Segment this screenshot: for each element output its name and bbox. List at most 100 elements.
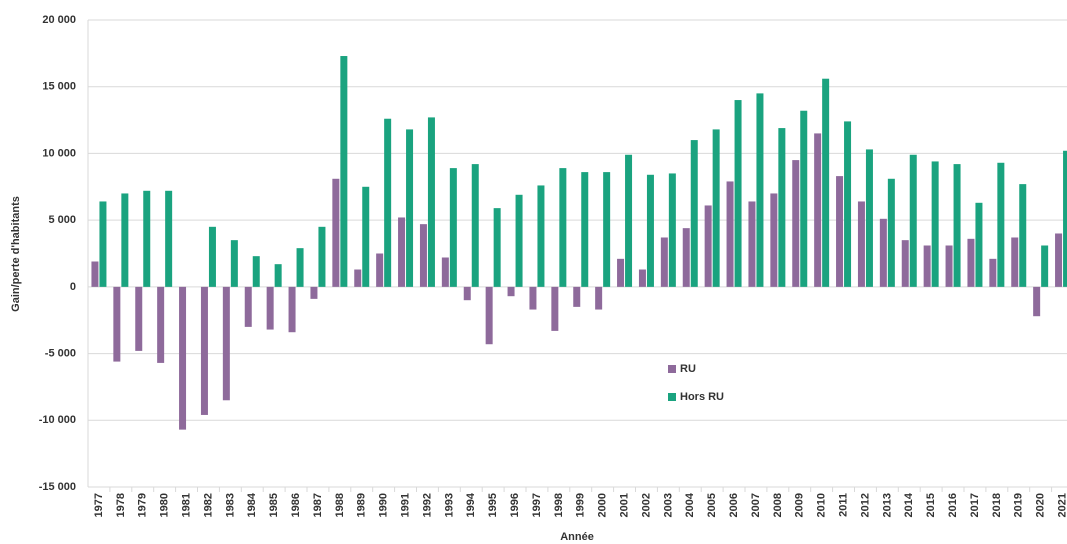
x-tick-label: 1981: [180, 493, 192, 517]
bar: [945, 245, 953, 287]
x-tick-label: 2013: [881, 493, 893, 517]
x-tick-label: 1998: [553, 493, 565, 517]
x-tick-label: 1978: [115, 493, 127, 517]
bar: [157, 286, 165, 363]
x-tick-label: 1990: [378, 493, 390, 517]
bar: [704, 205, 712, 287]
bar: [931, 161, 939, 287]
bar: [441, 257, 449, 287]
bar: [230, 240, 238, 287]
x-tick-label: 1987: [312, 493, 324, 517]
x-tick-label: 1991: [399, 493, 411, 517]
y-tick-label: 0: [70, 281, 76, 293]
bar: [493, 208, 501, 287]
x-tick-label: 1993: [443, 493, 455, 517]
bar: [113, 286, 121, 362]
bar: [318, 226, 326, 287]
bar: [266, 286, 274, 330]
bar: [646, 174, 654, 287]
x-tick-label: 2004: [684, 492, 696, 517]
bar: [559, 168, 567, 287]
bar: [310, 286, 318, 299]
bar: [244, 286, 252, 327]
bar: [909, 154, 917, 287]
x-tick-label: 1989: [356, 493, 368, 517]
x-tick-label: 1984: [246, 492, 258, 517]
bar: [770, 193, 778, 287]
bar: [165, 190, 173, 287]
bar: [398, 217, 406, 287]
bar: [734, 100, 742, 287]
bar: [384, 118, 392, 287]
bar: [975, 202, 983, 287]
bar: [427, 117, 435, 287]
x-tick-label: 2015: [925, 493, 937, 517]
bar: [179, 286, 187, 430]
bar: [1019, 184, 1027, 287]
x-tick-label: 2011: [837, 493, 849, 517]
legend-swatch: [668, 365, 676, 373]
x-tick-label: 2016: [947, 493, 959, 517]
bar: [252, 256, 260, 287]
bar: [865, 149, 873, 287]
bar: [822, 78, 830, 287]
y-tick-label: -5 000: [45, 347, 76, 359]
y-axis-title: Gain/perte d'habitants: [10, 196, 22, 312]
bar: [625, 154, 633, 287]
x-tick-label: 2005: [706, 493, 718, 517]
bar: [690, 140, 698, 287]
x-tick-label: 2017: [969, 493, 981, 517]
x-tick-label: 1985: [268, 493, 280, 517]
bar: [748, 201, 756, 287]
bar: [603, 172, 611, 287]
bar: [551, 286, 559, 331]
x-tick-label: 1997: [531, 493, 543, 517]
x-tick-label: 2021: [1056, 493, 1067, 517]
bar: [463, 286, 471, 301]
x-tick-label: 2010: [816, 493, 828, 517]
x-tick-label: 2018: [991, 493, 1003, 517]
bar: [406, 129, 414, 287]
bar: [887, 178, 895, 287]
bar: [200, 286, 208, 415]
x-tick-label: 1977: [93, 493, 105, 517]
bar: [923, 245, 931, 287]
y-tick-label: -10 000: [39, 414, 76, 426]
x-tick-label: 2000: [597, 493, 609, 517]
x-tick-label: 2008: [772, 493, 784, 517]
bar: [844, 121, 852, 287]
x-tick-label: 1999: [575, 493, 587, 517]
bar: [449, 168, 457, 287]
bar: [638, 269, 646, 287]
bar: [1033, 286, 1041, 317]
bar: [778, 128, 786, 287]
x-tick-label: 2006: [728, 493, 740, 517]
y-tick-label: 15 000: [42, 81, 76, 93]
x-tick-label: 2020: [1035, 493, 1047, 517]
bar: [726, 181, 734, 287]
bar: [1011, 237, 1019, 287]
bar: [515, 194, 523, 287]
bar: [660, 237, 668, 287]
bar: [143, 190, 151, 287]
y-tick-label: 10 000: [42, 147, 76, 159]
bar: [332, 178, 340, 287]
bar: [617, 258, 625, 287]
bar: [529, 286, 537, 310]
bar: [595, 286, 603, 310]
bar: [507, 286, 515, 297]
bar: [997, 162, 1005, 287]
x-tick-label: 1983: [224, 493, 236, 517]
x-tick-label: 2007: [750, 493, 762, 517]
y-tick-label: 5 000: [48, 214, 76, 226]
bar: [99, 201, 107, 287]
bar: [135, 286, 143, 351]
bar: [1041, 245, 1049, 287]
x-tick-label: 1996: [509, 493, 521, 517]
x-tick-label: 1992: [421, 493, 433, 517]
x-tick-label: 2019: [1013, 493, 1025, 517]
bar: [668, 173, 676, 287]
bar: [354, 269, 362, 287]
bar: [1063, 150, 1067, 287]
